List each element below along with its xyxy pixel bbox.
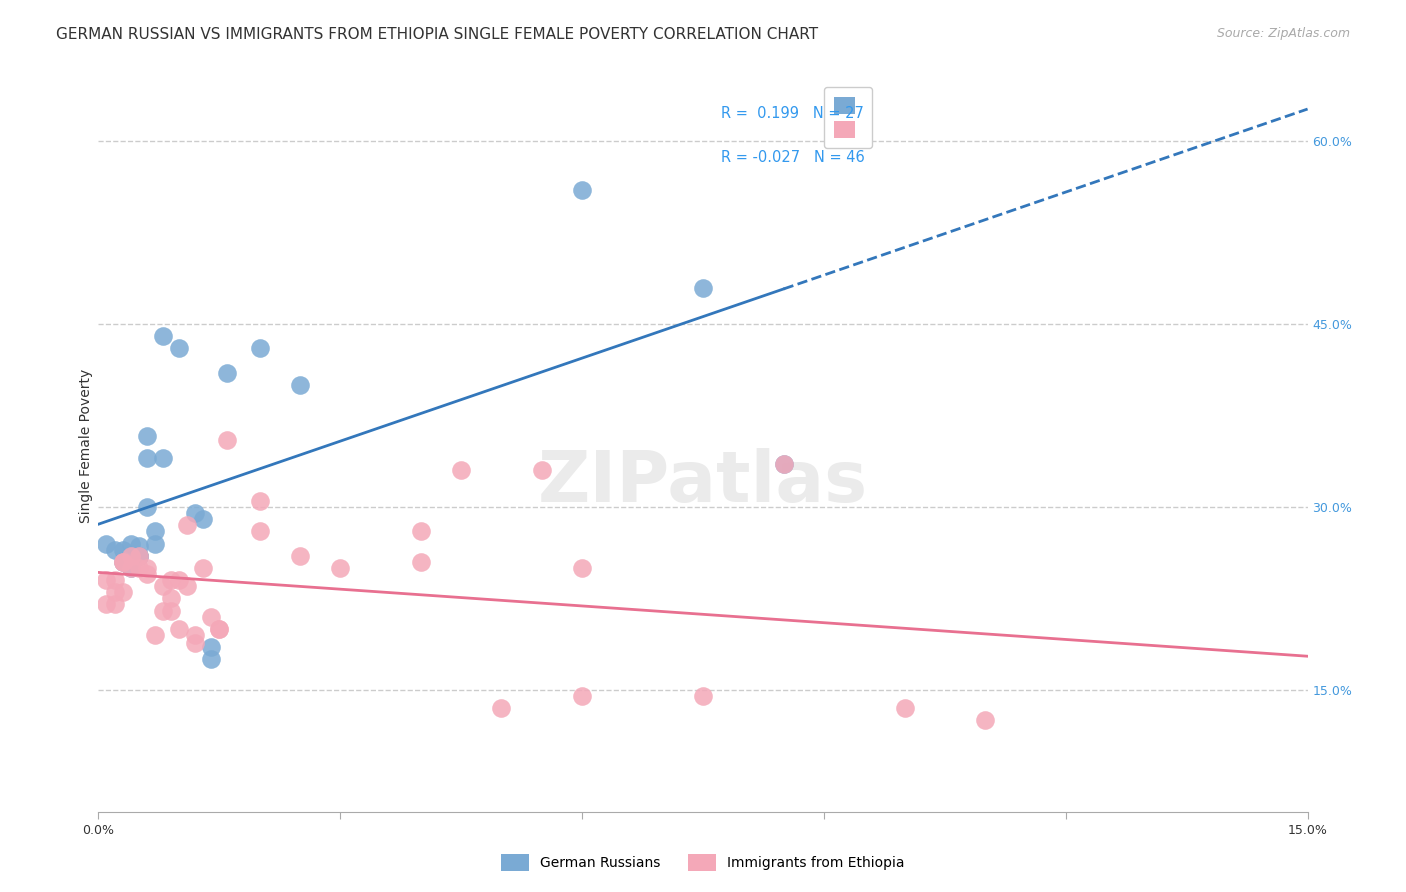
Point xyxy=(893,701,915,715)
Text: ZIPatlas: ZIPatlas xyxy=(538,448,868,517)
Point xyxy=(152,451,174,466)
Point xyxy=(176,518,198,533)
Point xyxy=(103,573,125,587)
Point xyxy=(167,622,190,636)
Point xyxy=(193,561,215,575)
Text: Source: ZipAtlas.com: Source: ZipAtlas.com xyxy=(1216,27,1350,40)
Point xyxy=(103,542,125,557)
Point xyxy=(208,622,231,636)
Point xyxy=(167,342,190,356)
Legend: German Russians, Immigrants from Ethiopia: German Russians, Immigrants from Ethiopi… xyxy=(496,848,910,876)
Point xyxy=(111,542,134,557)
Point xyxy=(450,463,472,477)
Point xyxy=(128,561,150,575)
Point xyxy=(200,609,222,624)
Point xyxy=(152,579,174,593)
Text: GERMAN RUSSIAN VS IMMIGRANTS FROM ETHIOPIA SINGLE FEMALE POVERTY CORRELATION CHA: GERMAN RUSSIAN VS IMMIGRANTS FROM ETHIOP… xyxy=(56,27,818,42)
Point xyxy=(111,555,134,569)
Point xyxy=(96,598,118,612)
Point xyxy=(772,457,794,471)
Point xyxy=(160,591,183,606)
Point xyxy=(103,598,125,612)
Point xyxy=(135,561,157,575)
Point xyxy=(120,536,142,550)
Text: R =  0.199   N = 27: R = 0.199 N = 27 xyxy=(721,106,865,121)
Point xyxy=(120,561,142,575)
Point xyxy=(184,636,207,650)
Point xyxy=(974,714,997,728)
Point xyxy=(152,603,174,617)
Point xyxy=(249,342,271,356)
Point xyxy=(143,536,166,550)
Point xyxy=(135,451,157,466)
Point xyxy=(530,463,553,477)
Point xyxy=(692,689,714,703)
Point xyxy=(193,512,215,526)
Point xyxy=(208,622,231,636)
Point xyxy=(152,329,174,343)
Point xyxy=(571,561,593,575)
Point xyxy=(772,457,794,471)
Point xyxy=(135,500,157,514)
Point xyxy=(184,628,207,642)
Point xyxy=(249,493,271,508)
Point xyxy=(135,429,157,443)
Point xyxy=(217,366,239,380)
Point xyxy=(409,524,432,539)
Point xyxy=(128,549,150,563)
Point xyxy=(120,561,142,575)
Y-axis label: Single Female Poverty: Single Female Poverty xyxy=(79,369,93,523)
Point xyxy=(160,603,183,617)
Point xyxy=(217,433,239,447)
Point xyxy=(103,585,125,599)
Point xyxy=(135,567,157,582)
Text: R = -0.027   N = 46: R = -0.027 N = 46 xyxy=(721,150,865,165)
Legend: , : , xyxy=(824,87,872,147)
Point xyxy=(571,689,593,703)
Point xyxy=(111,555,134,569)
Point xyxy=(96,573,118,587)
Point xyxy=(111,585,134,599)
Point xyxy=(96,536,118,550)
Point xyxy=(143,524,166,539)
Point xyxy=(571,183,593,197)
Point xyxy=(409,555,432,569)
Point xyxy=(160,573,183,587)
Point xyxy=(111,555,134,569)
Point xyxy=(143,628,166,642)
Point xyxy=(184,506,207,520)
Point xyxy=(128,549,150,563)
Point xyxy=(167,573,190,587)
Point xyxy=(176,579,198,593)
Point xyxy=(200,640,222,655)
Point xyxy=(120,549,142,563)
Point xyxy=(288,378,311,392)
Point xyxy=(491,701,513,715)
Point xyxy=(692,280,714,294)
Point xyxy=(200,652,222,666)
Point xyxy=(249,524,271,539)
Point xyxy=(128,549,150,563)
Point xyxy=(329,561,352,575)
Point xyxy=(128,539,150,553)
Point xyxy=(288,549,311,563)
